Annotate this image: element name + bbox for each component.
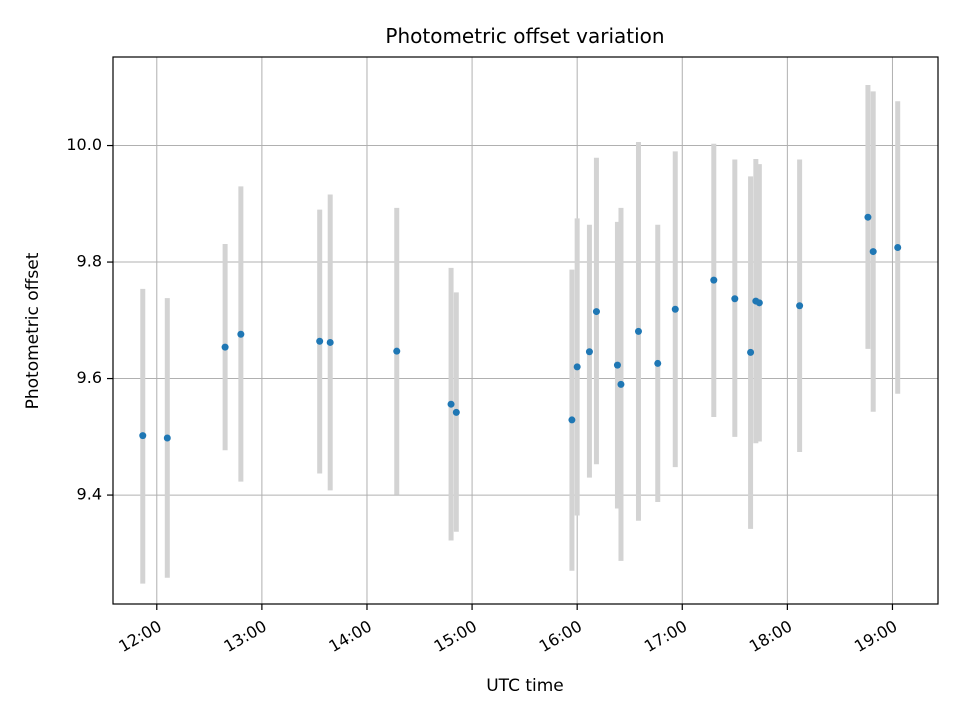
y-tick-label: 9.6 [77,368,102,387]
data-points [139,213,902,442]
y-axis-label: Photometric offset [23,252,43,409]
data-point [613,361,621,369]
data-point [617,380,625,388]
data-point [864,213,872,221]
data-point [573,363,581,371]
data-point [139,432,147,440]
chart-title: Photometric offset variation [385,24,664,48]
data-point [654,359,662,367]
data-point [710,276,718,284]
data-point [585,348,593,356]
data-point [747,348,755,356]
data-point [869,248,877,256]
y-tick-label: 10.0 [66,135,102,154]
data-point [221,343,229,351]
data-point [592,308,600,316]
data-point [393,347,401,355]
data-point [316,337,324,345]
data-point [447,400,455,408]
data-point [452,408,460,416]
y-tick-label: 9.8 [77,252,102,271]
plot-area-frame [112,56,939,605]
data-point [755,299,763,307]
y-tick-label: 9.4 [77,485,102,504]
data-point [634,327,642,335]
data-point [568,416,576,424]
data-point [671,305,679,313]
x-axis-label: UTC time [486,676,564,696]
data-point [731,295,739,303]
data-point [326,338,334,346]
y-axis-ticks: 9.4 9.6 9.8 10.0 [66,135,113,504]
data-point [237,330,245,338]
data-point [894,243,902,251]
data-point [796,302,804,310]
data-point [163,434,171,442]
